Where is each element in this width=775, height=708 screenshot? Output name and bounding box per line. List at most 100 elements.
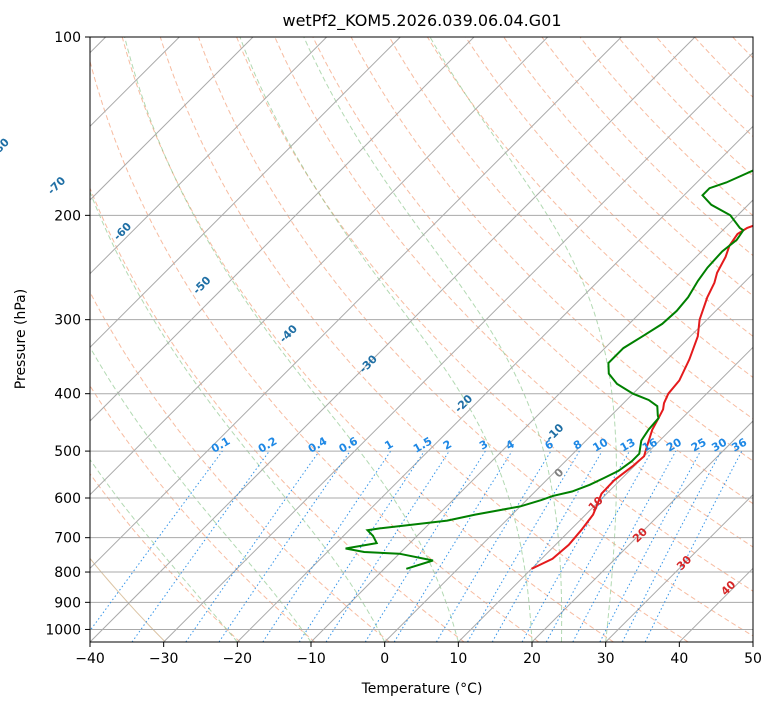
dry-adiabat-line <box>90 186 465 642</box>
x-tick-label: −10 <box>296 651 326 667</box>
mixing-ratio-label: 20 <box>664 435 684 454</box>
isotherm-line <box>678 567 753 642</box>
mixing-ratio-label: 0.6 <box>337 434 361 455</box>
mixing-ratio-line <box>185 450 320 642</box>
x-axis-label: Temperature (°C) <box>361 681 483 697</box>
mixing-ratio-line <box>325 450 450 642</box>
y-axis-label: Pressure (hPa) <box>13 289 29 389</box>
mixing-ratio-line <box>521 450 630 642</box>
isotherm-line <box>163 51 753 642</box>
dry-adiabat-label: -60 <box>111 220 134 243</box>
dry-adiabat-line <box>541 37 753 257</box>
moist-adiabat-line <box>90 346 312 642</box>
mixing-ratio-label: 25 <box>689 436 709 455</box>
mixing-ratio-label: 30 <box>709 435 729 454</box>
dry-adiabat-line <box>771 37 775 642</box>
axis-ticks: −40 −30 −20 −10 0 10 20 30 40 50 100 200 300 400 500 60… <box>45 30 762 667</box>
dry-adiabat-line <box>656 37 753 138</box>
isotherm-line <box>457 346 753 642</box>
dry-adiabat-line <box>90 59 540 642</box>
dry-adiabat-line <box>90 384 316 642</box>
mixing-ratio-label: 0.1 <box>209 435 232 456</box>
dry-adiabat-line <box>388 37 753 420</box>
dewpoint-profile-line <box>345 168 753 570</box>
mixing-ratio-line <box>393 450 513 642</box>
isotherm-line <box>90 37 401 349</box>
y-tick-label: 800 <box>54 565 81 581</box>
y-tick-label: 200 <box>54 208 81 224</box>
x-tick-label: −40 <box>75 651 105 667</box>
isotherm-line <box>90 37 622 570</box>
moist-adiabat-line <box>303 37 563 642</box>
isotherm-line <box>90 37 696 642</box>
background-lines <box>90 37 775 642</box>
x-tick-label: 50 <box>744 651 762 667</box>
dry-adiabat-label: -80 <box>0 135 12 158</box>
dry-adiabat-line <box>426 37 753 378</box>
moist-adiabat-line <box>239 37 533 642</box>
y-tick-label: 600 <box>54 491 81 507</box>
x-tick-label: 0 <box>380 651 389 667</box>
dry-adiabat-line <box>579 37 753 217</box>
dry-adiabat-line <box>694 37 753 98</box>
dry-adiabat-line <box>274 37 753 548</box>
mixing-ratio-label: 1 <box>382 438 395 453</box>
temperature-profile-line <box>531 224 753 570</box>
dry-adiabat-label: -70 <box>45 174 68 197</box>
plot-frame <box>89 36 754 643</box>
mixing-ratio-label: 13 <box>618 436 638 455</box>
mixing-ratio-label: 2 <box>441 438 454 453</box>
x-tick-label: −20 <box>223 651 253 667</box>
mixing-ratio-line <box>364 450 486 642</box>
y-tick-label: 500 <box>54 444 81 460</box>
mixing-ratio-label: 4 <box>504 437 517 452</box>
mixing-ratio-line <box>621 450 722 642</box>
dry-adiabat-line <box>503 37 753 297</box>
mixing-ratio-line <box>435 450 552 642</box>
x-tick-label: 10 <box>449 651 467 667</box>
mixing-ratio-label: 10 <box>590 435 610 454</box>
dry-adiabat-line <box>159 37 689 642</box>
dry-adiabat-line <box>90 472 241 642</box>
moist-adiabat-line <box>90 190 386 642</box>
isotherm-line <box>90 37 475 422</box>
dry-adiabat-label: -50 <box>190 273 213 296</box>
mixing-ratio-label: 0.2 <box>256 435 279 456</box>
x-tick-label: −30 <box>149 651 179 667</box>
isotherm-line <box>90 37 328 275</box>
dry-adiabat-line <box>465 37 753 337</box>
y-tick-label: 900 <box>54 595 81 611</box>
mixing-ratio-line <box>545 450 653 642</box>
mixing-ratio-line <box>644 450 743 642</box>
y-tick-label: 300 <box>54 313 81 329</box>
y-tick-label: 400 <box>54 387 81 403</box>
mixing-ratio-label: 0.4 <box>306 434 330 455</box>
isotherm-line <box>384 272 753 642</box>
dry-adiabat-line <box>350 37 753 462</box>
isotherm-line <box>90 37 254 201</box>
moist-adiabat-label: 40 <box>718 578 738 598</box>
mixing-ratio-line <box>218 450 351 642</box>
moist-adiabat-line <box>429 37 617 642</box>
isotherm-line <box>90 37 549 496</box>
y-tick-label: 1000 <box>45 622 81 638</box>
dry-adiabat-line <box>312 37 753 505</box>
mixing-ratio-label: 1.5 <box>411 435 434 456</box>
mixing-ratio-line <box>90 450 223 632</box>
mixing-ratio-line <box>131 450 270 642</box>
isotherm-line <box>605 493 753 642</box>
series-group <box>345 168 753 570</box>
y-tick-label: 700 <box>54 531 81 547</box>
moist-adiabat-line <box>124 37 459 642</box>
mixing-ratio-line <box>572 450 677 642</box>
x-tick-label: 20 <box>523 651 541 667</box>
mixing-ratio-label: 36 <box>729 435 749 454</box>
dry-adiabat-line <box>732 37 753 59</box>
dry-adiabat-line <box>236 37 753 592</box>
isotherm-line <box>236 125 753 642</box>
dry-adiabat-label: -40 <box>277 322 300 345</box>
x-tick-label: 40 <box>670 651 688 667</box>
dry-adiabat-line <box>90 291 390 642</box>
dry-adiabat-line <box>121 37 614 642</box>
